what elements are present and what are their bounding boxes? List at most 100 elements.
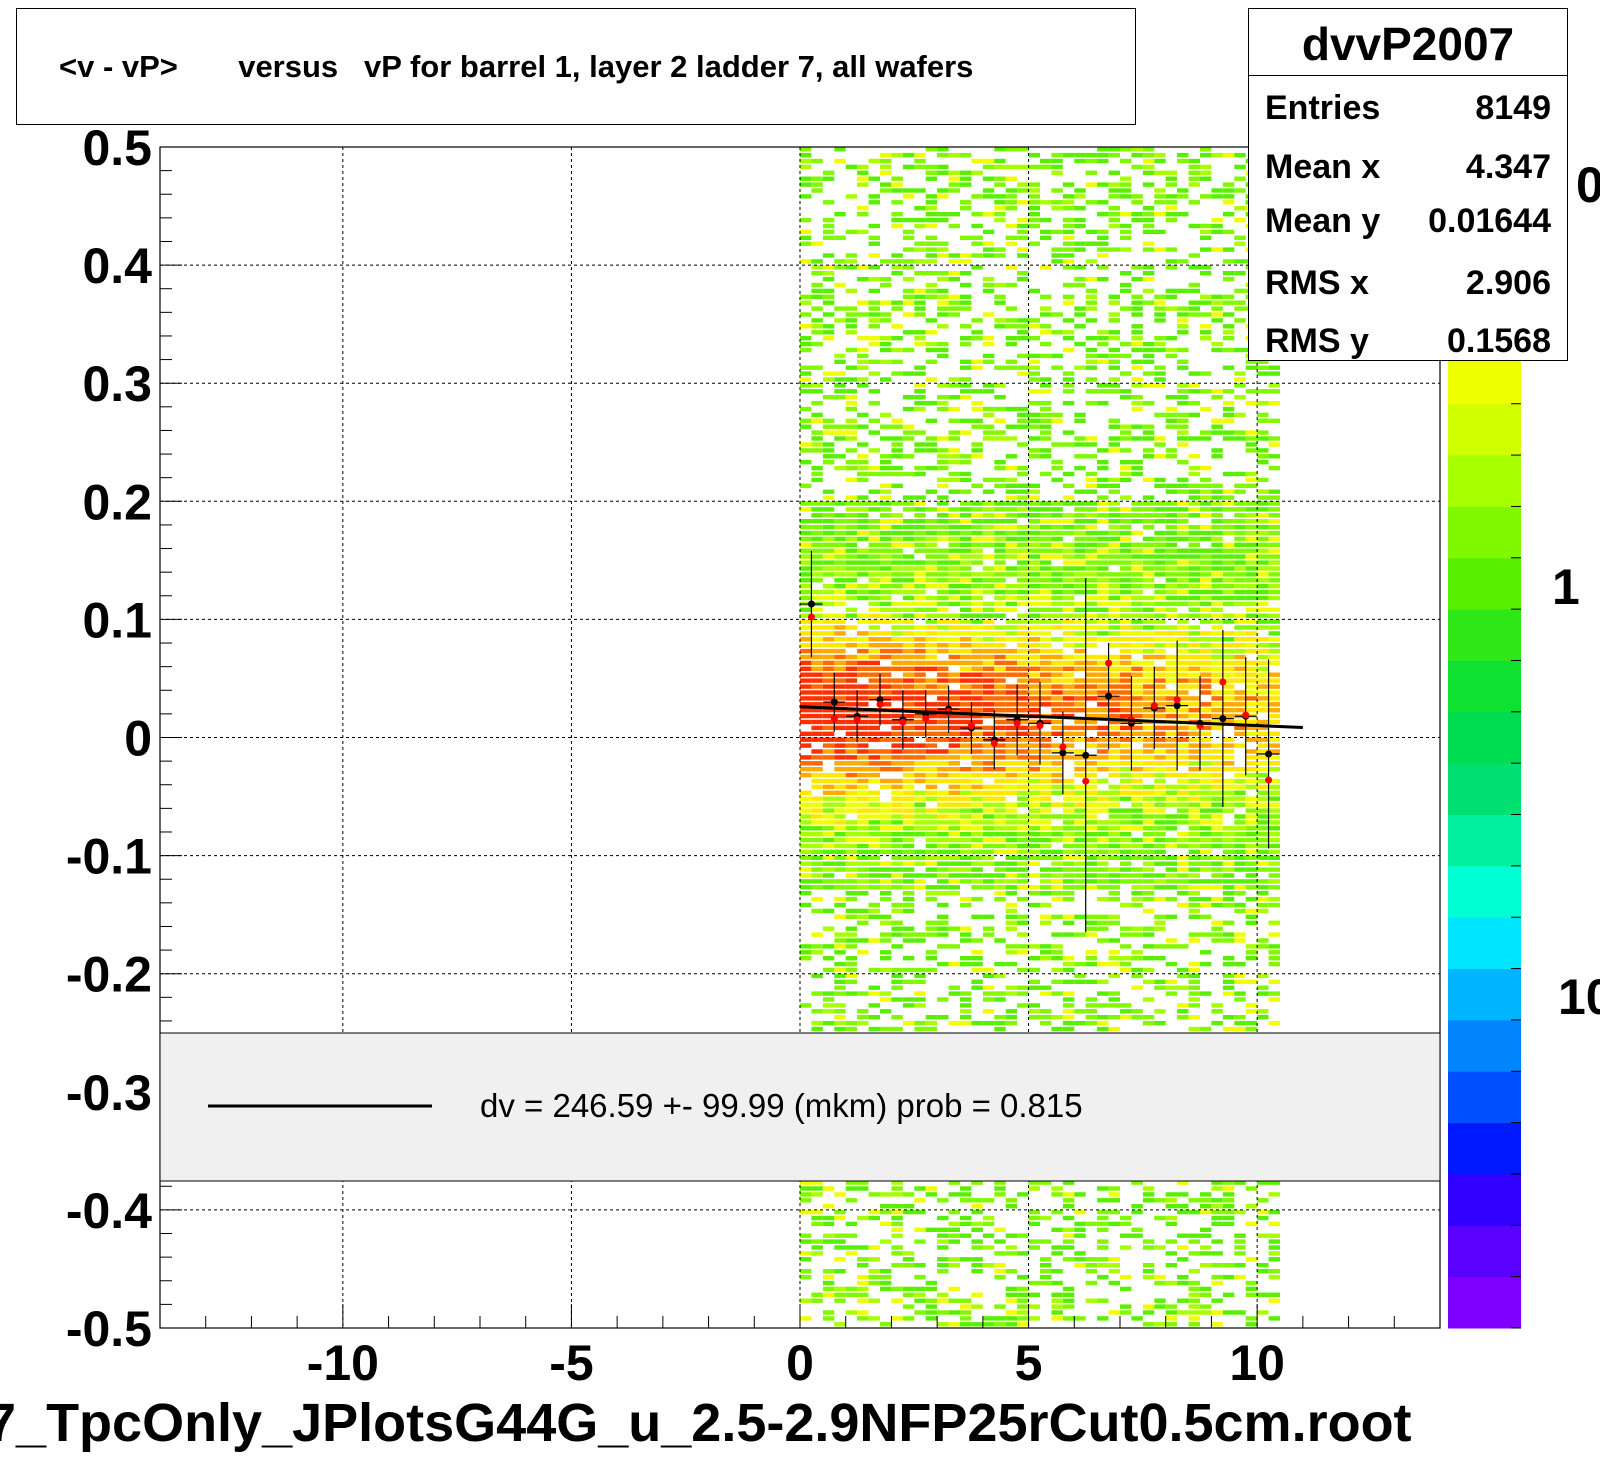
- heatmap-cell: [1097, 920, 1109, 925]
- heatmap-cell: [1040, 158, 1052, 164]
- heatmap-cell: [800, 625, 812, 630]
- heatmap-cell: [1051, 542, 1063, 547]
- heatmap-cell: [902, 755, 915, 760]
- heatmap-cell: [811, 1192, 823, 1197]
- heatmap-cell: [1211, 294, 1223, 299]
- heatmap-cell: [1177, 158, 1189, 164]
- heatmap-cell: [1200, 885, 1212, 890]
- heatmap-cell: [960, 471, 972, 477]
- heatmap-cell: [1165, 1322, 1178, 1327]
- heatmap-cell: [902, 678, 915, 683]
- heatmap-cell: [811, 755, 823, 760]
- heatmap-cell: [1154, 784, 1166, 790]
- heatmap-cell: [1120, 530, 1132, 536]
- heatmap-cell: [971, 400, 983, 406]
- heatmap-cell: [902, 601, 915, 607]
- heatmap-cell: [800, 843, 812, 849]
- heatmap-cell: [1165, 489, 1178, 494]
- heatmap-cell: [868, 613, 880, 618]
- heatmap-cell: [834, 389, 846, 394]
- heatmap-cell: [845, 684, 858, 689]
- heatmap-cell: [1177, 572, 1189, 577]
- heatmap-cell: [1222, 584, 1235, 589]
- heatmap-cell: [868, 719, 880, 725]
- heatmap-cell: [1051, 708, 1063, 713]
- heatmap-cell: [880, 885, 892, 890]
- heatmap-cell: [822, 843, 835, 849]
- heatmap-cell: [1211, 619, 1223, 624]
- heatmap-cell: [1028, 861, 1040, 866]
- heatmap-cell: [925, 708, 938, 713]
- heatmap-cell: [1234, 347, 1246, 353]
- heatmap-cell: [1234, 725, 1246, 731]
- heatmap-cell: [902, 956, 915, 961]
- heatmap-cell: [1131, 631, 1143, 636]
- heatmap-cell: [1177, 967, 1189, 973]
- heatmap-cell: [994, 542, 1006, 547]
- heatmap-cell: [891, 879, 903, 884]
- heatmap-cell: [971, 424, 983, 429]
- heatmap-cell: [822, 879, 835, 884]
- heatmap-cell: [822, 613, 835, 618]
- heatmap-cell: [1005, 749, 1018, 754]
- heatmap-cell: [880, 778, 892, 784]
- heatmap-cell: [1177, 513, 1189, 518]
- heatmap-cell: [1108, 708, 1120, 713]
- heatmap-cell: [834, 967, 846, 973]
- heatmap-cell: [1108, 950, 1120, 955]
- heatmap-cell: [1131, 1180, 1143, 1185]
- heatmap-cell: [1200, 991, 1212, 996]
- heatmap-cell: [960, 513, 972, 518]
- heatmap-cell: [925, 1304, 938, 1309]
- heatmap-cell: [1108, 1263, 1120, 1268]
- heatmap-cell: [1051, 619, 1063, 624]
- heatmap-cell: [902, 761, 915, 766]
- heatmap-cell: [1062, 1026, 1075, 1032]
- heatmap-cell: [1131, 885, 1143, 890]
- heatmap-cell: [1188, 288, 1200, 294]
- heatmap-cell: [1131, 377, 1143, 382]
- heatmap-cell: [1017, 253, 1029, 258]
- heatmap-cell: [800, 814, 812, 819]
- heatmap-cell: [1188, 873, 1200, 878]
- heatmap-cell: [811, 524, 823, 530]
- heatmap-cell: [1177, 1015, 1189, 1020]
- heatmap-cell: [1017, 637, 1029, 642]
- heatmap-cell: [834, 719, 846, 725]
- heatmap-cell: [1188, 389, 1200, 394]
- heatmap-cell: [800, 873, 812, 878]
- heatmap-cell: [811, 554, 823, 559]
- heatmap-cell: [857, 938, 869, 943]
- heatmap-cell: [811, 696, 823, 701]
- heatmap-cell: [948, 430, 960, 435]
- heatmap-cell: [1200, 147, 1212, 152]
- heatmap-cell: [1165, 406, 1178, 412]
- heatmap-cell: [811, 767, 823, 772]
- heatmap-cell: [845, 908, 858, 914]
- heatmap-cell: [1200, 666, 1212, 671]
- heatmap-cell: [925, 318, 938, 323]
- heatmap-cell: [1257, 832, 1269, 837]
- heatmap-cell: [1040, 1257, 1052, 1262]
- heatmap-cell: [1222, 1221, 1235, 1227]
- heatmap-cell: [971, 194, 983, 199]
- heatmap-cell: [857, 637, 869, 642]
- heatmap-cell: [971, 1245, 983, 1250]
- heatmap-cell: [1097, 696, 1109, 701]
- heatmap-cell: [925, 820, 938, 825]
- heatmap-cell: [1142, 713, 1155, 719]
- heatmap-cell: [1040, 944, 1052, 949]
- heatmap-cell: [982, 743, 995, 748]
- heatmap-cell: [1005, 873, 1018, 878]
- heatmap-cell: [960, 548, 972, 553]
- heatmap-cell: [1200, 737, 1212, 742]
- heatmap-cell: [982, 477, 995, 483]
- heatmap-cell: [1085, 170, 1098, 175]
- heatmap-cell: [1097, 867, 1109, 872]
- heatmap-cell: [1017, 761, 1029, 766]
- heatmap-cell: [845, 678, 858, 683]
- heatmap-cell: [1211, 1274, 1223, 1280]
- heatmap-cell: [937, 1298, 949, 1303]
- heatmap-cell: [971, 696, 983, 701]
- heatmap-cell: [834, 666, 846, 671]
